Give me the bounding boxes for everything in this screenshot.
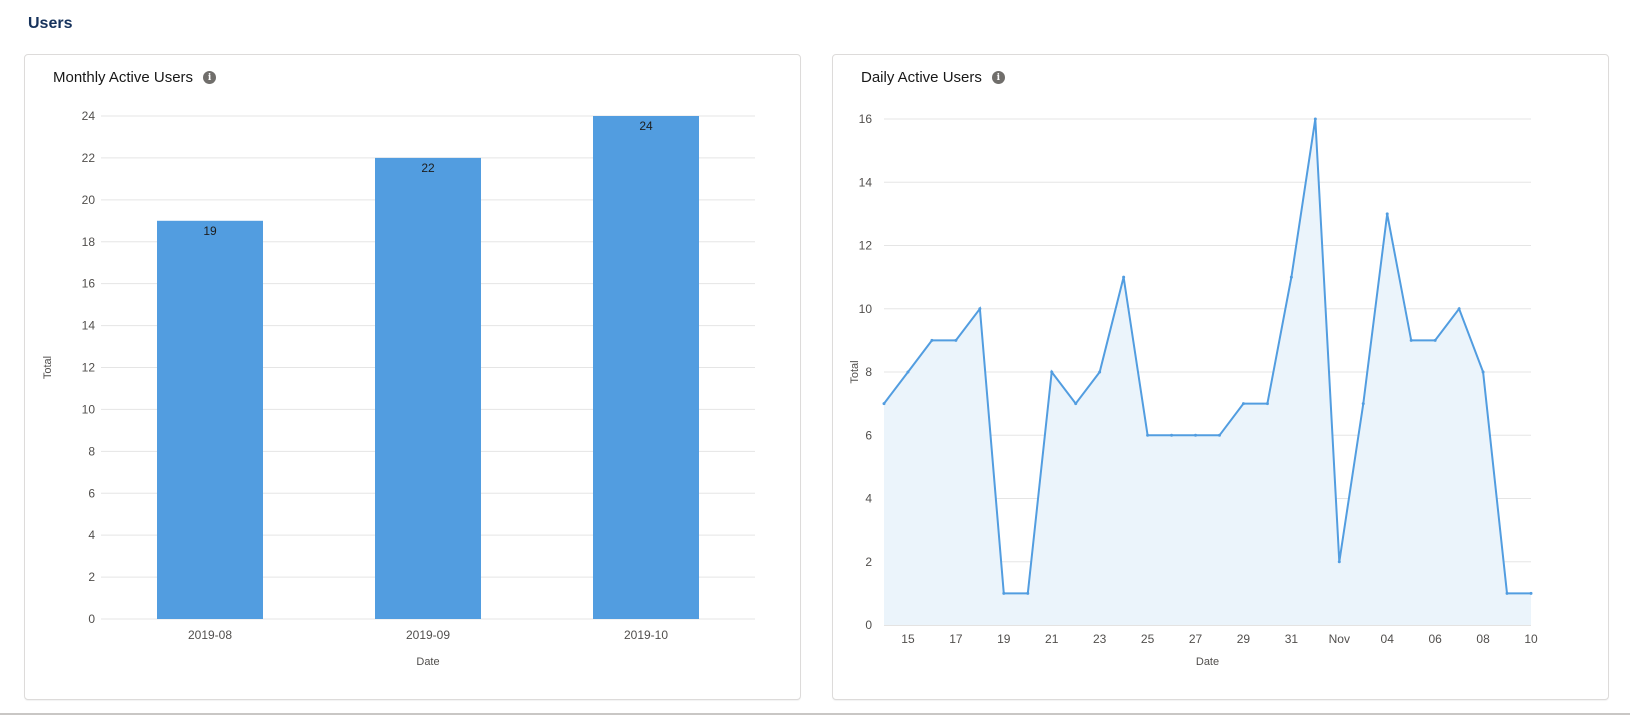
monthly-active-users-chart: 024681012141618202224192019-08222019-092… bbox=[42, 109, 755, 668]
daily-active-users-card: 0 2 4 6 8 10 12 14 16 15 17 19 21 23 25 27 29 31 Nov 04 06 08… bbox=[832, 54, 1609, 700]
y-tick-label: 6 bbox=[865, 428, 872, 442]
data-point bbox=[1361, 402, 1365, 406]
bar bbox=[593, 116, 699, 619]
y-tick-label: 8 bbox=[88, 444, 95, 458]
series-line bbox=[883, 118, 1531, 595]
monthly-active-users-card: 0 2 4 6 8 10 12 14 16 18 20 22 24 19 2019-08 22 2019-09 2… bbox=[24, 54, 801, 700]
daily-active-users-chart: 0 2 4 6 8 10 12 14 16 15 17 19 21 23 25 27 29 31 Nov 04 06 08… bbox=[849, 112, 1538, 668]
x-tick-label: 23 bbox=[1093, 632, 1107, 646]
y-tick-label: 10 bbox=[859, 302, 873, 316]
info-icon[interactable]: i bbox=[991, 71, 1005, 84]
x-tick-label: 2019-09 bbox=[406, 628, 450, 642]
y-tick-label: 12 bbox=[82, 361, 96, 375]
data-point bbox=[1457, 307, 1461, 311]
y-tick-label: 0 bbox=[865, 618, 872, 632]
data-point bbox=[1194, 433, 1198, 437]
data-point bbox=[1481, 370, 1485, 374]
data-point bbox=[1409, 338, 1413, 342]
y-tick-label: 0 bbox=[88, 612, 95, 626]
y-tick-label: 20 bbox=[82, 193, 96, 207]
data-point bbox=[1385, 212, 1389, 216]
data-label: 22 bbox=[421, 161, 435, 175]
data-point bbox=[978, 307, 982, 311]
y-tick-label: 16 bbox=[859, 112, 873, 126]
y-axis-title: Total bbox=[849, 360, 861, 383]
data-point bbox=[930, 338, 934, 342]
y-tick-label: 14 bbox=[859, 175, 873, 189]
data-point bbox=[1122, 275, 1126, 279]
x-tick-label: 2019-08 bbox=[188, 628, 232, 642]
y-tick-label: 10 bbox=[82, 402, 96, 416]
y-axis-title: Total bbox=[42, 356, 54, 379]
bottom-border bbox=[0, 713, 1630, 715]
y-tick-label: 8 bbox=[865, 365, 872, 379]
y-tick-label: 18 bbox=[82, 235, 96, 249]
area-fill bbox=[884, 119, 1531, 625]
daily-active-users-title: Daily Active Users bbox=[861, 69, 982, 86]
x-tick-label: 19 bbox=[997, 632, 1011, 646]
y-tick-label: 12 bbox=[859, 239, 873, 253]
x-tick-label: 27 bbox=[1189, 632, 1203, 646]
data-point bbox=[1505, 591, 1509, 595]
data-point bbox=[1265, 402, 1269, 406]
y-tick-label: 6 bbox=[88, 486, 95, 500]
data-point bbox=[1313, 117, 1317, 121]
data-point bbox=[1170, 433, 1174, 437]
x-tick-label: 31 bbox=[1285, 632, 1299, 646]
bar bbox=[375, 157, 481, 619]
x-tick-label: 25 bbox=[1141, 632, 1155, 646]
data-point bbox=[1146, 433, 1150, 437]
page-title: Users bbox=[28, 15, 73, 32]
x-tick-label: 2019-10 bbox=[624, 628, 668, 642]
data-point bbox=[1002, 591, 1006, 595]
data-point bbox=[1217, 433, 1221, 437]
x-tick-label: 21 bbox=[1045, 632, 1059, 646]
info-icon[interactable]: i bbox=[203, 71, 217, 84]
data-label: 19 bbox=[203, 224, 217, 238]
data-point bbox=[1433, 338, 1437, 342]
x-tick-label: 15 bbox=[901, 632, 915, 646]
monthly-active-users-title: Monthly Active Users bbox=[53, 69, 194, 86]
data-point bbox=[1241, 402, 1245, 406]
data-label: 24 bbox=[639, 119, 653, 133]
bar bbox=[157, 220, 263, 619]
x-tick-label: 04 bbox=[1381, 632, 1395, 646]
x-tick-label: 10 bbox=[1524, 632, 1538, 646]
data-point bbox=[906, 370, 910, 374]
y-tick-label: 2 bbox=[88, 570, 95, 584]
x-tick-label: 17 bbox=[949, 632, 963, 646]
x-tick-label: 29 bbox=[1237, 632, 1251, 646]
x-tick-label: 08 bbox=[1476, 632, 1490, 646]
data-point bbox=[1050, 370, 1054, 374]
data-point bbox=[882, 402, 886, 406]
data-point bbox=[1337, 560, 1341, 564]
y-tick-label: 4 bbox=[865, 492, 872, 506]
x-axis-title: Date bbox=[1196, 656, 1219, 668]
y-tick-label: 2 bbox=[865, 555, 872, 569]
data-point bbox=[954, 338, 958, 342]
y-tick-label: 16 bbox=[82, 277, 96, 291]
data-point bbox=[1026, 591, 1030, 595]
data-point bbox=[1289, 275, 1293, 279]
y-tick-label: 22 bbox=[82, 151, 96, 165]
x-tick-label: 06 bbox=[1428, 632, 1442, 646]
data-point bbox=[1529, 591, 1533, 595]
y-tick-label: 4 bbox=[88, 528, 95, 542]
data-point bbox=[1074, 402, 1078, 406]
x-tick-label: Nov bbox=[1329, 632, 1350, 646]
y-tick-label: 24 bbox=[82, 109, 96, 123]
y-tick-label: 14 bbox=[82, 319, 96, 333]
x-axis-title: Date bbox=[416, 656, 439, 668]
data-point bbox=[1098, 370, 1102, 374]
